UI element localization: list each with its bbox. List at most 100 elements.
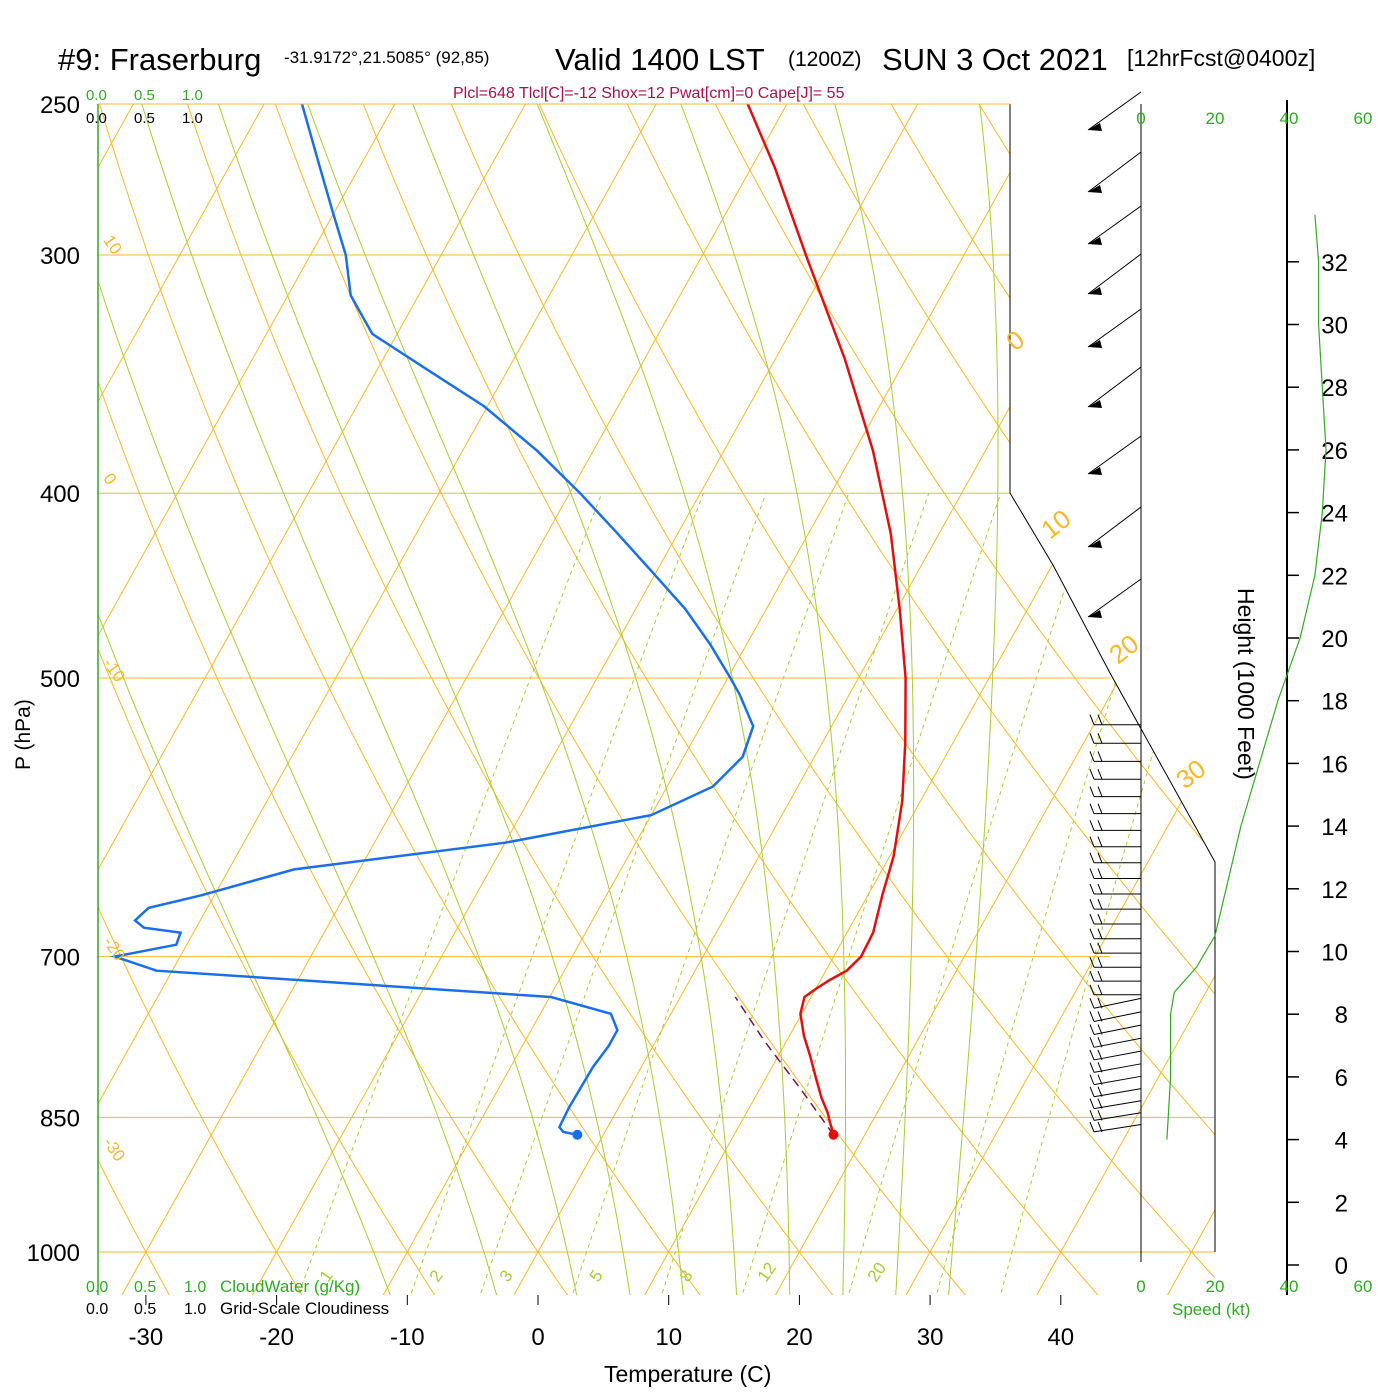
moist-adiabat-line <box>131 104 582 1295</box>
height-tick-label: 20 <box>1321 626 1348 653</box>
surface-temperature-marker <box>828 1129 839 1140</box>
wind-barb <box>1087 205 1142 245</box>
wind-barb-staff <box>1087 205 1142 245</box>
mixing-ratio-line <box>564 493 850 1295</box>
wind-barb <box>1089 1098 1142 1110</box>
dry-adiabat-line <box>98 104 583 1295</box>
top-green-scale-0: 0.0 <box>86 87 107 104</box>
forecast-label: [12hrFcst@0400z] <box>1127 45 1315 71</box>
bottom-green-scale-2: 1.0 <box>184 1279 206 1296</box>
wind-barb-flag <box>1097 1037 1103 1048</box>
isotherm-line <box>98 104 415 1295</box>
dry-adiabat-line <box>697 104 1215 1295</box>
height-tick-label: 2 <box>1335 1190 1348 1217</box>
wind-barb-flag <box>1097 1062 1103 1073</box>
dry-adiabat-label: -30 <box>99 1134 129 1165</box>
height-tick-label: 12 <box>1321 877 1348 904</box>
x-axis-title: Temperature (C) <box>604 1361 771 1387</box>
height-tick-label: 0 <box>1335 1253 1348 1280</box>
wind-barb-flag <box>1089 714 1095 725</box>
surface-dewpoint-marker <box>572 1129 583 1140</box>
height-tick-label: 8 <box>1335 1002 1348 1029</box>
wind-barb-pennant <box>1088 610 1102 618</box>
wind-barb-flag <box>1097 942 1103 954</box>
wind-barbs <box>1087 91 1142 1133</box>
wind-barb-staff <box>1087 506 1142 548</box>
wind-barb-flag <box>1089 803 1095 814</box>
wind-barb <box>1089 984 1141 996</box>
moist-adiabat-line <box>523 104 791 1295</box>
wind-barb-flag <box>1097 868 1103 879</box>
cloudwater-label: CloudWater (g/Kg) <box>220 1277 360 1296</box>
wind-barb-flag <box>1089 1049 1095 1061</box>
wind-barb <box>1089 970 1141 982</box>
moist-adiabat-line <box>824 104 915 1295</box>
wind-barb-flag <box>1089 820 1095 831</box>
wind-barb-flag <box>1097 984 1103 995</box>
wind-barb <box>1087 151 1142 193</box>
speed-tick-label-top: 40 <box>1280 109 1299 128</box>
stability-indices: Plcl=648 Tlcl[C]=-12 Shox=12 Pwat[cm]=0 … <box>453 85 845 102</box>
dry-adiabat-line <box>1132 104 1215 1295</box>
isotherm-line <box>510 104 1199 1295</box>
wind-barb-flag <box>1089 1098 1095 1109</box>
wind-barb-flag <box>1097 1049 1103 1061</box>
speed-tick-label-bottom: 20 <box>1206 1277 1225 1296</box>
wind-barb-pennant <box>1088 340 1102 348</box>
speed-tick-label-top: 60 <box>1354 109 1373 128</box>
mixing-ratio-line <box>402 493 704 1295</box>
mixing-ratio-line <box>472 493 767 1295</box>
dry-adiabat-line <box>175 104 850 1295</box>
wind-barb-flag <box>1089 836 1095 847</box>
dry-adiabat-line <box>262 104 983 1295</box>
wind-barb-flag <box>1089 1037 1095 1048</box>
wind-barb <box>1089 714 1141 726</box>
sounding-profiles <box>109 103 907 1140</box>
moist-adiabat-line <box>206 104 634 1295</box>
wind-barb-flag <box>1089 913 1095 925</box>
pressure-tick-label: 400 <box>40 481 80 508</box>
mixing-ratio-label: 3 <box>496 1267 517 1286</box>
wind-barb <box>1087 506 1142 548</box>
top-black-scale-1: 0.5 <box>134 110 155 127</box>
bottom-green-scale-1: 0.5 <box>134 1279 156 1296</box>
isotherm-line <box>902 104 1215 1295</box>
wind-barb-flag <box>1089 1074 1095 1085</box>
wind-barb-flag <box>1097 998 1103 1009</box>
height-tick-label: 10 <box>1321 940 1348 967</box>
wind-barb-flag <box>1097 928 1103 939</box>
pressure-tick-label: 850 <box>40 1105 80 1132</box>
wind-barb <box>1089 898 1141 910</box>
wind-barb-flag <box>1089 957 1095 968</box>
wind-barb <box>1089 997 1142 1009</box>
temperature-tick-label: 20 <box>786 1324 813 1351</box>
wind-barb-flag <box>1089 883 1095 895</box>
wind-barb <box>1089 942 1141 954</box>
moist-adiabat-line <box>295 104 686 1295</box>
top-black-scale-0: 0.0 <box>86 110 107 127</box>
isotherm-line <box>98 104 545 1295</box>
dry-adiabat-line <box>98 104 716 1295</box>
wind-barb-pennant <box>1088 123 1102 131</box>
moist-adiabat-line <box>98 104 399 1295</box>
wind-barb-flag <box>1089 1086 1095 1097</box>
mixing-ratio-label: 12 <box>754 1259 780 1285</box>
temperature-tick-label: 10 <box>655 1324 682 1351</box>
temperature-tick-label: 0 <box>531 1324 544 1351</box>
isotherm-line <box>98 104 676 1295</box>
wind-barb <box>1087 578 1142 618</box>
wind-barb-flag <box>1097 714 1103 725</box>
wind-barb <box>1089 1062 1142 1073</box>
valid-date: SUN 3 Oct 2021 <box>882 42 1108 77</box>
wind-barb <box>1089 1074 1142 1086</box>
wind-barb-flag <box>1089 898 1095 910</box>
wind-barb-staff <box>1087 151 1142 193</box>
height-tick-label: 22 <box>1321 563 1348 590</box>
wind-barb-flag <box>1097 1110 1103 1121</box>
mixing-ratio-label: 5 <box>586 1267 607 1286</box>
wind-barb-flag <box>1089 928 1095 939</box>
valid-time: Valid 1400 LST <box>555 42 765 77</box>
temperature-tick-label: -20 <box>259 1324 294 1351</box>
dry-adiabat-line <box>98 104 449 1295</box>
wind-barb-staff <box>1087 578 1142 618</box>
